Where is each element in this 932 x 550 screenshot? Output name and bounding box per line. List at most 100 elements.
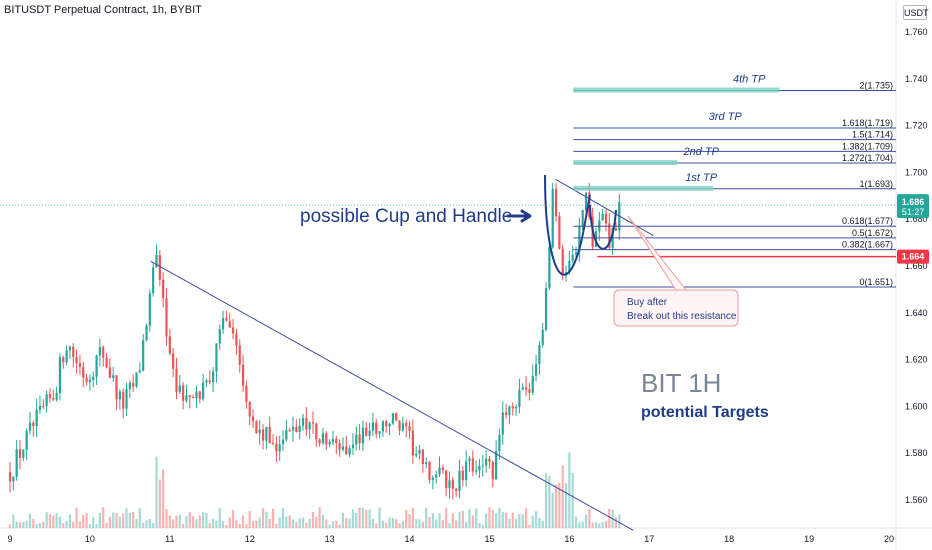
candle-body: [448, 480, 451, 489]
volume-bar: [12, 514, 15, 528]
volume-bar: [581, 521, 584, 528]
volume-bar: [601, 522, 604, 528]
candle-body: [365, 427, 368, 436]
volume-bar: [98, 512, 101, 528]
note-line: Buy after: [627, 297, 668, 308]
candle-body: [411, 430, 414, 456]
target-label: 1st TP: [685, 172, 717, 184]
candle-body: [65, 350, 68, 363]
volume-bar: [221, 521, 225, 528]
candle-body: [108, 367, 111, 378]
candle-body: [258, 429, 261, 434]
candle-body: [544, 288, 548, 330]
volume-bar: [351, 509, 355, 528]
candle-body: [12, 476, 15, 482]
volume-bar: [551, 492, 554, 528]
candle-body: [248, 401, 251, 417]
volume-bar: [42, 521, 45, 528]
volume-bar: [305, 522, 308, 528]
volume-bar: [568, 452, 571, 528]
candle-body: [614, 228, 618, 231]
candle-body: [521, 387, 524, 390]
volume-bar: [275, 523, 278, 528]
volume-bar: [52, 515, 55, 528]
candle-body: [381, 421, 385, 432]
volume-bar: [265, 511, 268, 528]
volume-bar: [398, 523, 401, 528]
volume-bar: [505, 512, 508, 528]
candle-body: [218, 329, 221, 344]
volume-bar: [112, 512, 115, 528]
volume-bar: [155, 456, 158, 528]
volume-bar: [25, 520, 28, 528]
volume-bar: [72, 521, 75, 528]
candle-body: [341, 446, 345, 450]
candle-body: [22, 449, 25, 458]
candle-body: [172, 353, 175, 369]
candle-body: [85, 377, 88, 383]
y-tick-label: 1.760: [905, 27, 928, 37]
volume-bar: [205, 512, 208, 528]
candle-body: [285, 429, 288, 440]
candle-body: [185, 395, 188, 401]
candle-body: [335, 438, 338, 444]
volume-bar: [598, 523, 601, 528]
volume-bar: [461, 510, 464, 528]
candle-body: [578, 226, 581, 253]
candle-body: [92, 376, 95, 380]
candle-body: [271, 443, 275, 445]
candle-body: [298, 425, 301, 432]
cup-curve: [544, 174, 591, 276]
volume-bar: [88, 524, 92, 528]
x-tick-label: 13: [325, 534, 335, 544]
candle-body: [152, 267, 155, 294]
volume-bar: [288, 515, 291, 528]
candle-body: [371, 422, 375, 431]
volume-bar: [481, 524, 484, 528]
candle-body: [145, 325, 148, 341]
candle-body: [378, 431, 381, 434]
volume-bar: [521, 514, 524, 528]
volume-bar: [162, 469, 165, 528]
candle-body: [355, 434, 358, 445]
candle-body: [38, 406, 42, 410]
volume-bar: [248, 510, 251, 528]
candle-body: [162, 279, 165, 299]
candle-body: [568, 260, 571, 273]
volume-bar: [235, 520, 238, 528]
volume-bar: [22, 521, 25, 528]
candle-body: [408, 426, 411, 431]
candle-body: [168, 336, 171, 354]
volume-bar: [445, 508, 448, 528]
candle-body: [435, 474, 438, 478]
candle-body: [278, 444, 281, 452]
volume-bar: [268, 518, 271, 528]
volume-bar: [68, 514, 72, 528]
currency-badge[interactable]: USDT: [903, 5, 929, 20]
candle-body: [495, 451, 498, 479]
volume-bar: [225, 524, 228, 528]
candle-body: [315, 423, 318, 440]
candle-body: [361, 427, 365, 444]
volume-bar: [108, 516, 111, 528]
y-tick-label: 1.680: [905, 214, 928, 224]
volume-bar: [308, 518, 311, 528]
volume-bar: [618, 514, 621, 528]
volume-bar: [531, 515, 534, 528]
candle-body: [468, 458, 471, 462]
volume-bar: [418, 519, 421, 528]
candle-body: [75, 356, 78, 364]
pattern-annotation: possible Cup and Handle: [300, 206, 512, 227]
descending-trendline: [150, 260, 634, 531]
candle-body: [182, 385, 185, 401]
volume-bar: [411, 507, 414, 528]
volume-bar: [188, 512, 191, 528]
buy-note: Buy after Break out this resistance: [613, 215, 739, 327]
candle-body: [395, 413, 398, 421]
volume-bar: [478, 523, 481, 528]
candle-body: [225, 318, 228, 321]
current-price-label: 1.686: [902, 197, 925, 207]
volume-bar: [425, 507, 428, 528]
